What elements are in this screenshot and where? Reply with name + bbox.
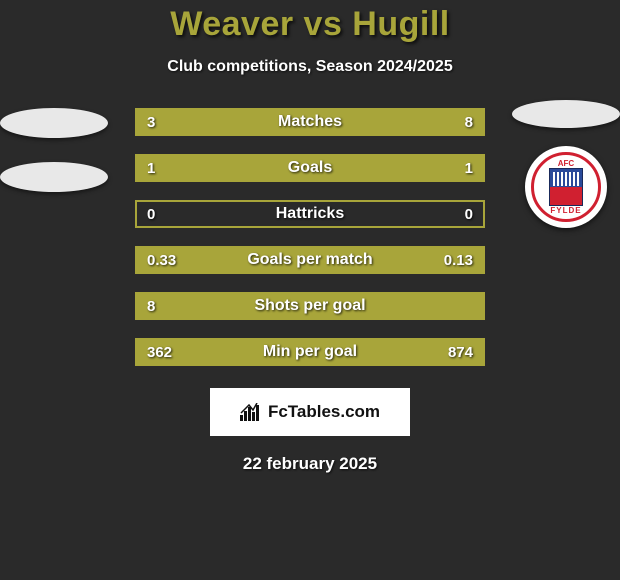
bar-label: Goals: [137, 159, 483, 177]
bar-value-right: 1: [465, 160, 473, 177]
stat-bar-row: 362Min per goal874: [135, 338, 485, 366]
bar-label: Matches: [137, 113, 483, 131]
stat-bar-row: 1Goals1: [135, 154, 485, 182]
bar-label: Min per goal: [137, 343, 483, 361]
date-text: 22 february 2025: [243, 454, 377, 474]
crest-shield-icon: [549, 168, 583, 206]
brand-box[interactable]: FcTables.com: [210, 388, 410, 436]
stat-bar-row: 8Shots per goal: [135, 292, 485, 320]
left-player-badges: [0, 108, 108, 216]
player-photo-placeholder-left-1: [0, 108, 108, 138]
bar-label: Shots per goal: [137, 297, 483, 315]
brand-bars-icon: [240, 403, 262, 421]
stat-bar-row: 0Hattricks0: [135, 200, 485, 228]
bar-label: Hattricks: [137, 205, 483, 223]
stat-bars: 3Matches8 1Goals1 0Hattricks0 0.33Goals per…: [135, 108, 485, 366]
club-crest: AFC FYLDE: [525, 146, 607, 228]
player-photo-placeholder-left-2: [0, 162, 108, 192]
player-photo-placeholder-right: [512, 100, 620, 128]
brand-text: FcTables.com: [268, 402, 380, 422]
bar-value-right: 0.13: [444, 252, 473, 269]
subtitle: Club competitions, Season 2024/2025: [167, 58, 452, 76]
bar-value-right: 8: [465, 114, 473, 131]
page-title: Weaver vs Hugill: [170, 5, 450, 44]
stat-bar-row: 3Matches8: [135, 108, 485, 136]
bar-label: Goals per match: [137, 251, 483, 269]
stat-bar-row: 0.33Goals per match0.13: [135, 246, 485, 274]
right-player-badges: AFC FYLDE: [512, 100, 620, 228]
comparison-area: AFC FYLDE 3Matches8 1Goals1 0Hattricks0 0.3…: [0, 108, 620, 474]
crest-bottom-text: FYLDE: [550, 206, 581, 215]
root: Weaver vs Hugill Club competitions, Seas…: [0, 0, 620, 580]
bar-value-right: 874: [448, 344, 473, 361]
bar-value-right: 0: [465, 206, 473, 223]
crest-top-text: AFC: [558, 159, 574, 168]
club-crest-inner: AFC FYLDE: [531, 152, 601, 222]
